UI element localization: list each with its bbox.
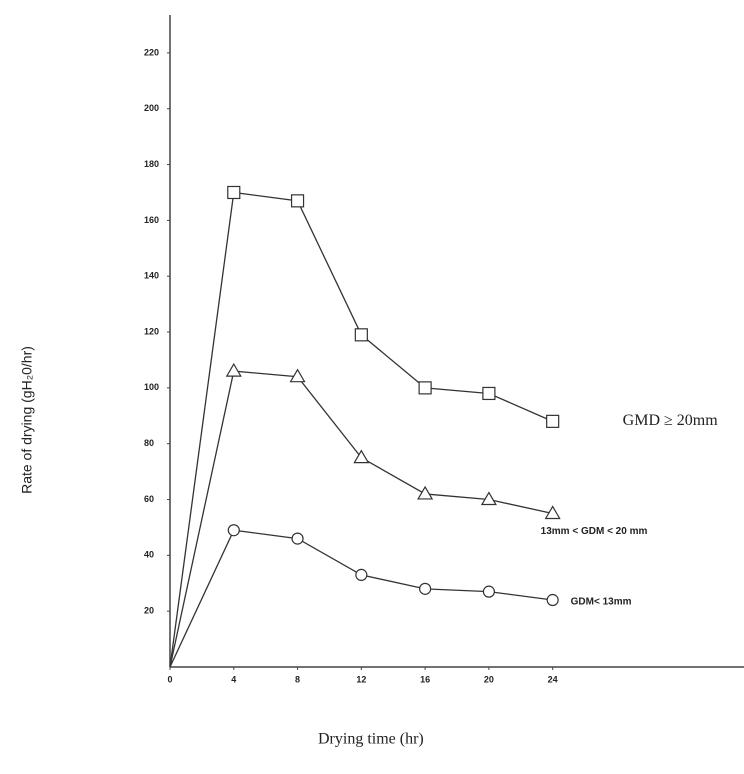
marker [482,585,495,598]
y-axis-label: Rate of drying (gH₂0/hr) [19,346,35,494]
marker [291,532,304,545]
series-line [169,370,553,668]
marker [546,593,559,607]
x-tick-label: 24 [548,674,558,684]
legend-label: GMD ≥ 20mm [623,412,719,429]
marker [353,449,370,464]
x-axis-label: Drying time (hr) [318,731,424,748]
marker [544,505,561,520]
marker [289,368,306,383]
legend-label: 13mm < GDM < 20 mm [541,526,648,537]
x-tick-label: 12 [356,674,366,684]
series-line [169,529,553,668]
y-tick-label: 200 [144,103,159,113]
y-tick-label: 40 [144,550,154,560]
marker [355,568,368,581]
legend-label: GDM< 13mm [571,597,632,608]
marker [225,362,242,377]
x-tick-label: 4 [231,674,236,684]
marker [417,485,434,500]
y-tick-label: 180 [144,159,159,169]
y-tick-label: 80 [144,438,154,448]
marker [546,414,560,428]
marker [354,328,368,342]
marker [418,381,432,395]
y-tick-label: 100 [144,382,159,392]
y-tick-label: 120 [144,326,159,336]
marker [419,582,432,595]
x-tick-label: 20 [484,674,494,684]
x-tick-label: 8 [295,674,300,684]
y-tick-label: 60 [144,494,154,504]
marker [227,524,240,537]
marker [480,491,497,506]
y-tick-label: 160 [144,215,159,225]
x-tick-label: 0 [167,674,172,684]
marker [482,386,496,401]
y-tick-label: 20 [144,606,154,616]
y-tick-label: 220 [144,47,159,57]
y-tick-label: 140 [144,271,159,281]
marker [290,194,305,208]
x-tick-label: 16 [420,674,430,684]
series-line [169,191,553,668]
marker [227,185,241,200]
